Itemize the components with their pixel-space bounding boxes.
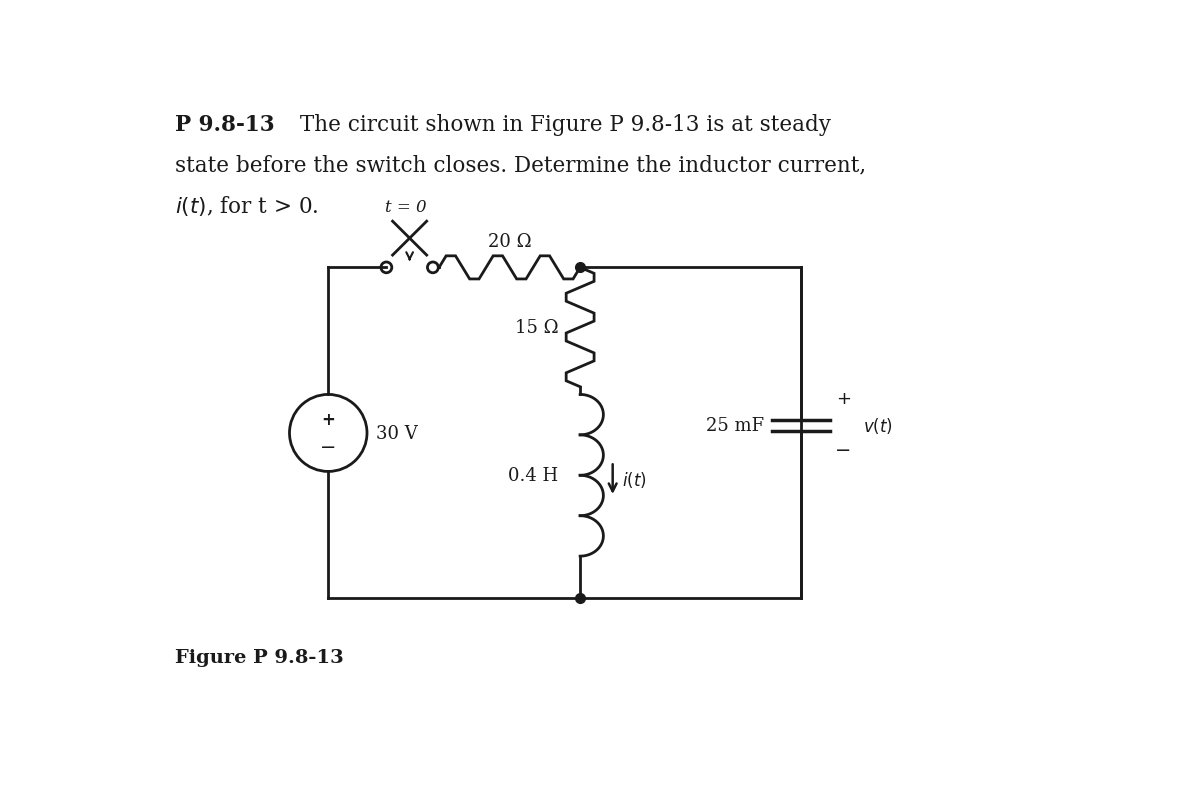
Text: +: + [322,410,335,428]
Text: The circuit shown in Figure P 9.8-13 is at steady: The circuit shown in Figure P 9.8-13 is … [293,114,832,136]
Text: 15 Ω: 15 Ω [515,319,558,337]
Text: 25 mF: 25 mF [706,417,763,435]
Text: P 9.8-13: P 9.8-13 [175,114,275,136]
Text: 0.4 H: 0.4 H [509,466,558,485]
Text: t = 0: t = 0 [385,199,426,216]
Text: $v(t)$: $v(t)$ [863,416,893,436]
Text: 30 V: 30 V [377,424,418,442]
Text: −: − [320,438,336,457]
Text: +: + [836,390,851,408]
Text: Figure P 9.8-13: Figure P 9.8-13 [175,649,343,667]
Text: $i(t)$, for t > 0.: $i(t)$, for t > 0. [175,194,318,218]
Text: state before the switch closes. Determine the inductor current,: state before the switch closes. Determin… [175,154,866,176]
Text: 20 Ω: 20 Ω [487,233,532,251]
Text: −: − [835,441,852,460]
Text: $i(t)$: $i(t)$ [622,470,647,490]
